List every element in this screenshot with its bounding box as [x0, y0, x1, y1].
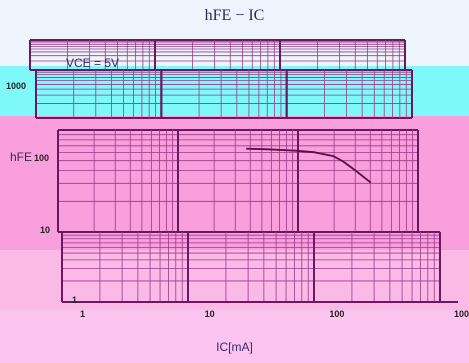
x-tick-label: 1000	[454, 309, 469, 319]
top-band	[0, 0, 469, 66]
x-tick-label: 1	[80, 309, 86, 319]
y-tick-label: 1000	[6, 81, 27, 91]
x-axis-label: IC[mA]	[216, 340, 253, 354]
x-tick-label: 100	[329, 309, 345, 319]
y-tick-label: 100	[34, 153, 50, 163]
y-tick-label: 10	[40, 225, 51, 235]
bottom-band	[0, 310, 469, 363]
y-tick-label: 1	[72, 295, 78, 305]
y-axis-label: hFE	[10, 150, 33, 164]
condition-label: VCE = 5V	[66, 56, 120, 70]
x-tick-label: 10	[204, 309, 215, 319]
chart-title: hFE − IC	[204, 7, 265, 24]
hfe-curve	[246, 147, 372, 184]
